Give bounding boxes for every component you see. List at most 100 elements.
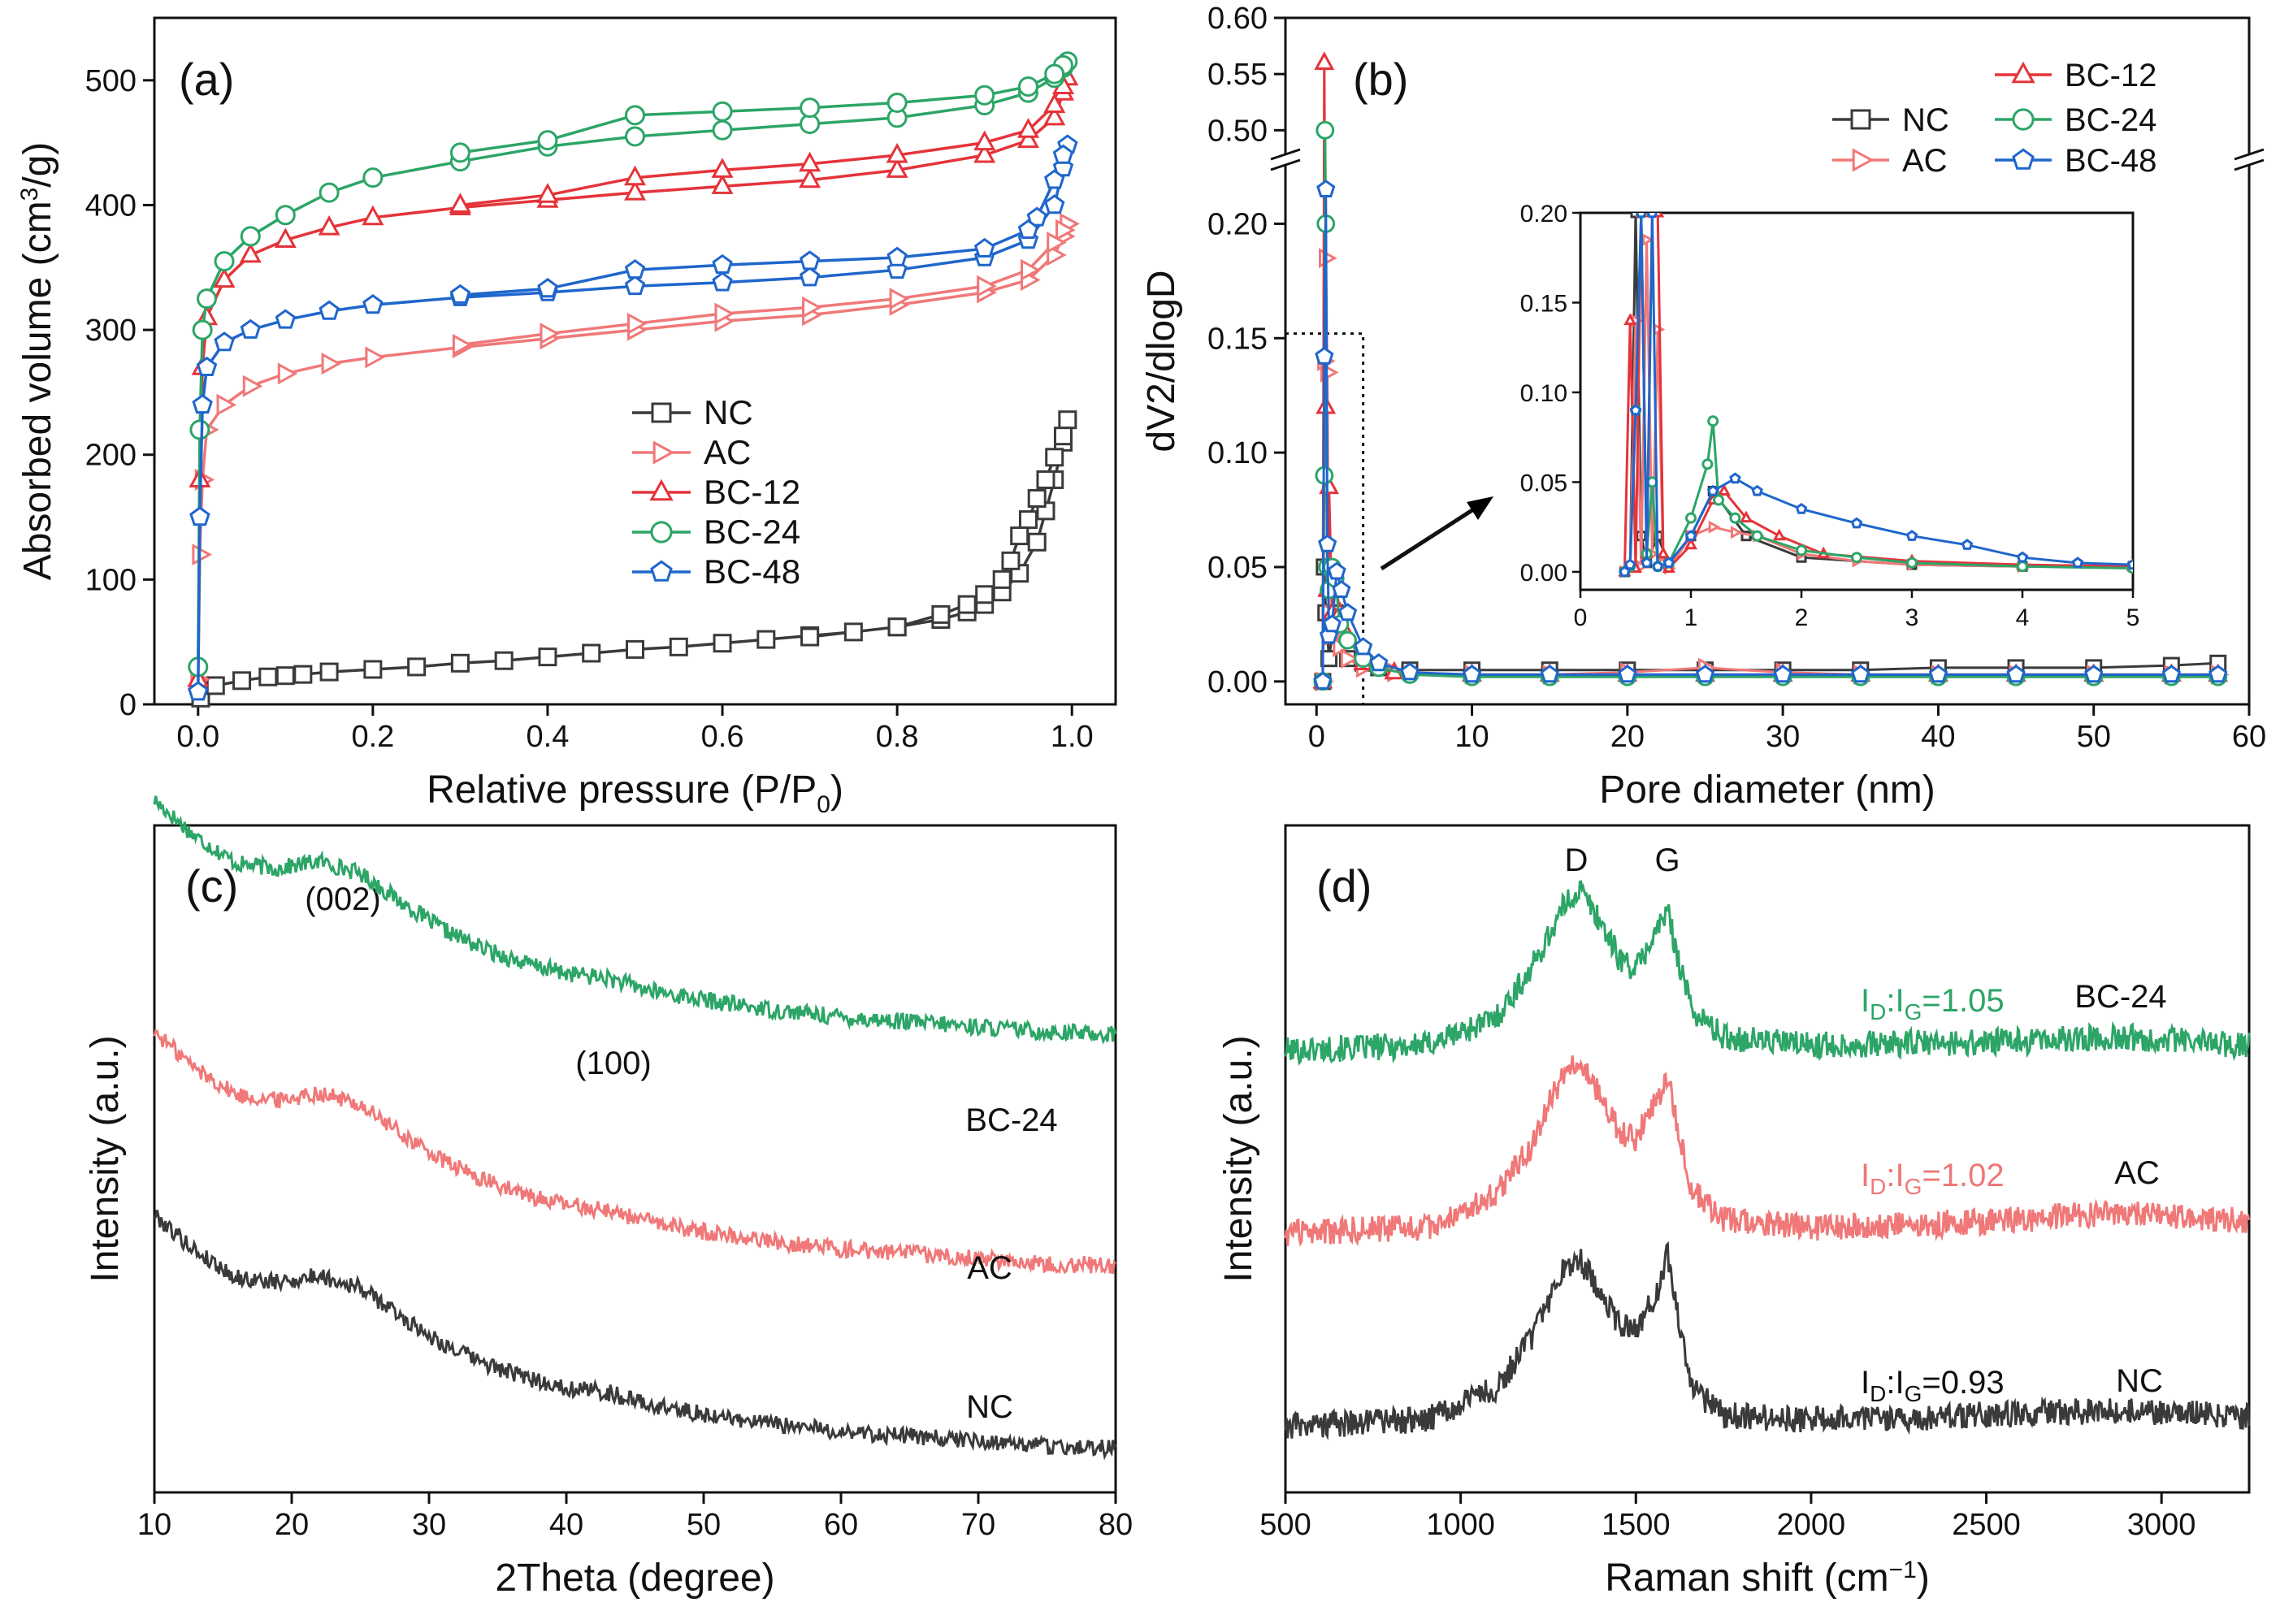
panel-d-xtick-label: 2000 (1777, 1508, 1846, 1542)
panel-d-xlabel-sup: −1 (1889, 1557, 1917, 1583)
panel-b-break-gap-right (2233, 155, 2265, 164)
panel-b-inset-point-BC-48 (1706, 484, 1719, 496)
panel-b-point-BC-48 (1618, 665, 1637, 683)
panel-a-point-BC-24 (240, 226, 261, 247)
panel-b-xtick-label: 50 (2077, 720, 2111, 754)
panel-a-point-NC (887, 617, 907, 637)
panel-a-point-NC (450, 653, 470, 673)
panel-a-point-NC (1036, 470, 1055, 489)
panel-a-xtick-label: 0.4 (527, 720, 570, 754)
panel-c-xtick-label: 10 (137, 1508, 171, 1542)
panel-b-break-mark (2234, 148, 2265, 161)
panel-b-inset-point-BC-12 (1656, 546, 1671, 559)
panel-a-point-BC-12 (318, 214, 340, 236)
panel-b-legend-label: BC-24 (2065, 102, 2156, 138)
panel-b-inset-point-BC-48 (1629, 404, 1642, 416)
panel-a-point-AC (714, 302, 735, 325)
panel-a-point-NC (293, 665, 313, 684)
panel-a-legend-marker (651, 402, 672, 423)
panel-b-inset-point-BC-48 (1636, 213, 1647, 219)
panel-a-point-BC-12 (449, 193, 471, 213)
panel-a-legend-marker (650, 521, 673, 543)
panel-a-point-AC (321, 353, 342, 375)
panel-a-point-BC-24 (625, 105, 645, 126)
panel-b-inset-xtick-label: 1 (1684, 604, 1698, 631)
panel-a-point-BC-24 (625, 126, 645, 147)
panel-a-point-NC (669, 637, 688, 656)
panel-a-point-NC (1010, 526, 1029, 546)
panel-a-xtick-label: 0.0 (176, 720, 219, 754)
panel-b-inset-point-BC-24 (1751, 530, 1763, 542)
panel-b-point-BC-48 (1313, 671, 1333, 690)
panel-b-legend-marker (2012, 108, 2035, 131)
panel-b-point-BC-48 (1695, 665, 1715, 683)
panel-b-inset-point-BC-48 (1646, 213, 1658, 219)
panel-d-xlabel-main: Raman shift (cm (1605, 1557, 1888, 1600)
panel-b-point-BC-48 (1462, 665, 1482, 683)
panel-a-point-BC-12 (362, 205, 384, 226)
panel-b-inset-point-BC-48 (1961, 539, 1974, 550)
panel-b-inset-xtick-label: 4 (2016, 604, 2030, 631)
panel-b-point-BC-48 (2084, 665, 2104, 683)
panel-a-ylabel: Absorbed volume (cm3/g) (16, 142, 59, 581)
panel-b-point-BC-48 (2161, 665, 2181, 683)
panel-b-line-NC (1321, 566, 2218, 682)
panel-a-point-BC-48 (449, 284, 471, 304)
panel-a-point-BC-48 (1052, 144, 1074, 164)
panel-a-legend-marker (650, 560, 673, 582)
panel-b-point-BC-48 (1369, 653, 1389, 672)
panel-b-point-BC-48 (1327, 561, 1346, 580)
panel-a-ytick-label: 400 (85, 188, 137, 223)
panel-a-point-BC-12 (274, 227, 297, 248)
panel-b-inset-point-BC-48 (1623, 558, 1636, 570)
panel-a-point-BC-48 (188, 681, 209, 701)
panel-b-inset-point-BC-48 (1795, 502, 1808, 514)
panel-a-point-NC (800, 627, 820, 647)
panel-c-trace-AC (153, 1029, 1117, 1275)
panel-b-break-mark (1270, 158, 1301, 171)
ratio-sub-G: G (1905, 1381, 1922, 1406)
panel-a-series-BC-48 (188, 134, 1078, 701)
panel-b-ytick-label: 0.20 (1207, 207, 1268, 241)
panel-a-legend-marker (649, 479, 674, 501)
panel-b-inset-xtick-label: 0 (1574, 604, 1588, 631)
panel-b-inset-point-BC-12 (1623, 313, 1637, 326)
panel-a-point-BC-12 (1016, 128, 1040, 149)
panel-d-peak-label-D: D (1565, 842, 1589, 878)
panel-a-point-BC-48 (1044, 169, 1065, 189)
panel-b-inset: 0 1 2 3 4 5 0.00 0.05 0.10 0.15 0.20 (1520, 201, 2140, 631)
panel-a-point-BC-12 (886, 158, 908, 178)
panel-a-point-BC-12 (886, 142, 908, 163)
panel-a-point-AC (242, 375, 263, 397)
panel-a-ytick-label: 300 (85, 314, 137, 348)
panel-b-legend: NC AC BC-12 BC-24 BC-48 (1832, 58, 2156, 179)
panel-b-point-BC-48 (1332, 579, 1351, 598)
panel-a-xtick-label: 0.2 (351, 720, 394, 754)
panel-d-xtick-label: 500 (1259, 1508, 1311, 1542)
panel-b-inset-point-BC-24 (1729, 512, 1741, 524)
panel-a-point-BC-48 (362, 294, 384, 314)
panel-b-inset-series-BC-48 (1619, 213, 2133, 578)
panel-b-xtick-label: 20 (1610, 720, 1645, 754)
panel-a-legend-label: AC (704, 433, 751, 471)
panel-b-break-mark (1270, 148, 1301, 161)
panel-a-point-BC-48 (712, 253, 733, 274)
panel-a-point-BC-24 (974, 84, 995, 106)
panel-b-inset-point-BC-24 (1685, 512, 1697, 524)
panel-d-label: (d) (1316, 860, 1372, 912)
panel-b-ytick-label: 0.55 (1207, 58, 1268, 92)
panel-b-inset-point-BC-48 (1850, 517, 1863, 529)
ratio-I: I (1861, 1158, 1870, 1193)
panel-b-legend-label: BC-48 (2065, 143, 2156, 179)
ratio-sep: :I (1886, 1158, 1904, 1193)
panel-a-point-BC-48 (275, 309, 297, 329)
panel-a-ylabel-main: Absorbed volume (cm (16, 201, 59, 580)
panel-b-point-BC-48 (1318, 534, 1337, 552)
panel-a-point-BC-24 (319, 182, 340, 203)
ratio-sep: :I (1886, 983, 1904, 1019)
panel-c-peak-label-100: (100) (575, 1046, 651, 1081)
panel-a-point-AC (802, 296, 822, 318)
panel-a-frame (153, 16, 1117, 706)
panel-a-point-NC (1027, 489, 1047, 508)
